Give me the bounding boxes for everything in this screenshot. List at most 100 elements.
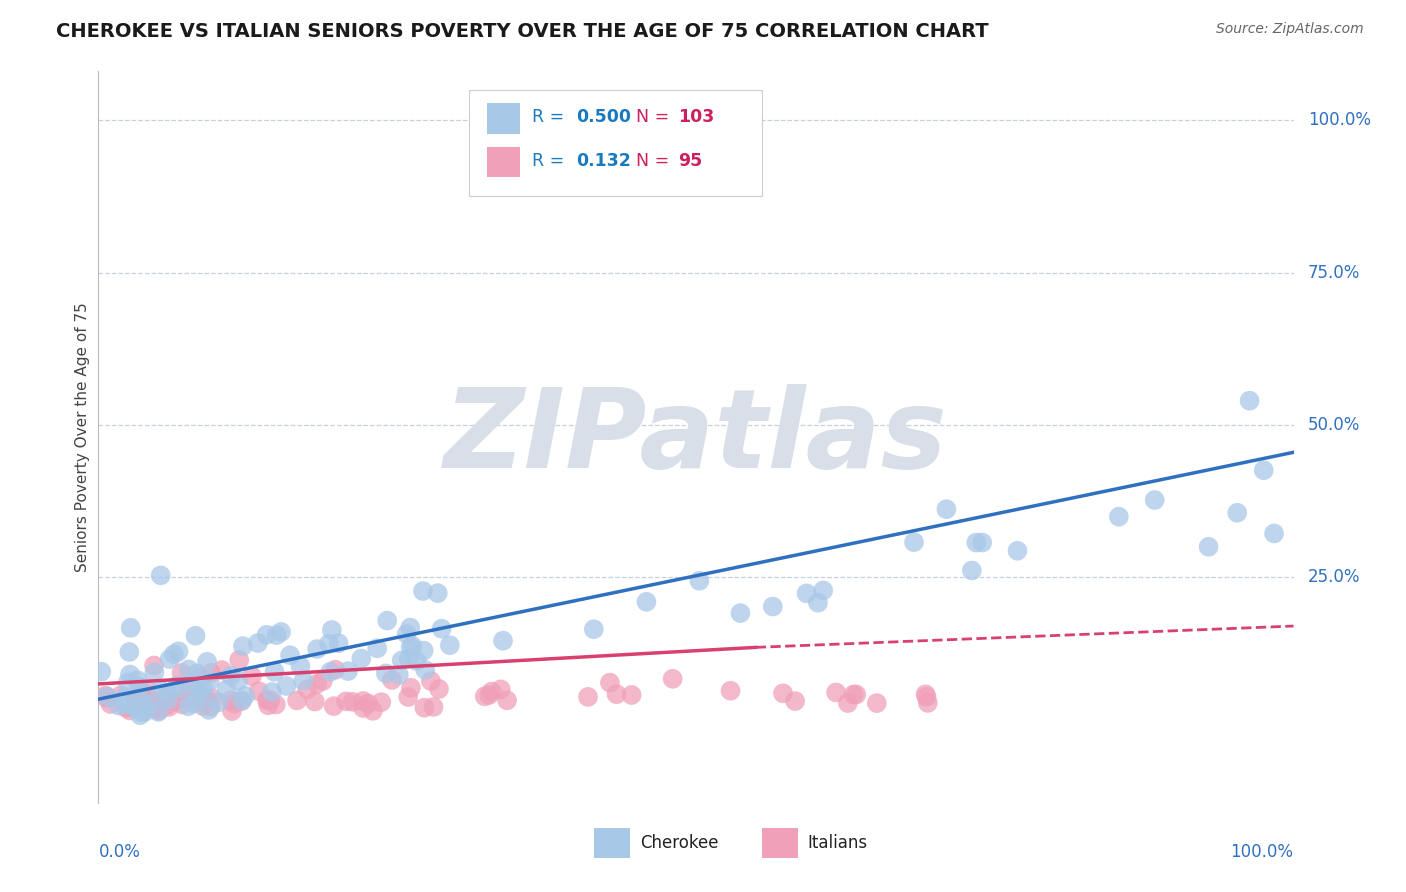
- Point: [198, 703, 221, 717]
- Point: [278, 648, 301, 663]
- FancyBboxPatch shape: [470, 90, 762, 195]
- Point: [114, 698, 136, 712]
- Point: [292, 673, 315, 688]
- Point: [903, 535, 925, 549]
- Point: [270, 624, 292, 639]
- Point: [256, 693, 278, 707]
- Point: [312, 673, 335, 688]
- Point: [131, 694, 153, 708]
- Point: [1108, 509, 1130, 524]
- Point: [474, 690, 496, 704]
- Point: [136, 697, 159, 711]
- Point: [200, 665, 222, 680]
- Point: [1143, 493, 1166, 508]
- Point: [197, 694, 219, 708]
- Point: [917, 696, 939, 710]
- Point: [100, 697, 122, 711]
- Point: [307, 677, 329, 691]
- Point: [117, 698, 139, 713]
- Point: [813, 583, 835, 598]
- Point: [183, 697, 205, 711]
- Point: [401, 639, 423, 653]
- Point: [128, 687, 150, 701]
- Text: 0.500: 0.500: [576, 108, 631, 126]
- Point: [661, 672, 683, 686]
- Point: [260, 685, 283, 699]
- Point: [177, 691, 200, 706]
- Point: [285, 693, 308, 707]
- Point: [374, 666, 396, 681]
- Point: [226, 673, 249, 688]
- Point: [399, 640, 422, 655]
- Point: [337, 664, 360, 678]
- Point: [1226, 506, 1249, 520]
- Text: N =: N =: [637, 152, 675, 169]
- Point: [184, 674, 207, 689]
- Point: [107, 698, 129, 713]
- Point: [149, 682, 172, 697]
- Point: [322, 699, 344, 714]
- Point: [357, 697, 380, 711]
- Point: [118, 703, 141, 717]
- Point: [837, 696, 859, 710]
- Point: [114, 695, 136, 709]
- Point: [381, 673, 404, 687]
- Point: [90, 665, 112, 679]
- Point: [186, 693, 208, 707]
- FancyBboxPatch shape: [762, 829, 797, 858]
- Point: [163, 647, 186, 661]
- Point: [297, 682, 319, 697]
- Point: [166, 678, 188, 692]
- Point: [807, 596, 830, 610]
- Point: [146, 703, 169, 717]
- Point: [395, 627, 418, 641]
- Point: [481, 684, 503, 698]
- Text: ZIPatlas: ZIPatlas: [444, 384, 948, 491]
- Point: [413, 700, 436, 714]
- Point: [208, 695, 231, 709]
- Point: [427, 681, 450, 696]
- Text: 0.0%: 0.0%: [98, 843, 141, 861]
- Point: [412, 643, 434, 657]
- Point: [215, 682, 238, 697]
- Point: [200, 699, 222, 714]
- Point: [170, 698, 193, 712]
- Point: [120, 700, 142, 714]
- Point: [1239, 393, 1261, 408]
- Point: [688, 574, 710, 588]
- Point: [439, 638, 461, 652]
- Point: [321, 623, 343, 637]
- Point: [179, 683, 201, 698]
- Text: 103: 103: [678, 108, 714, 126]
- Point: [148, 705, 170, 719]
- Point: [259, 693, 281, 707]
- Point: [143, 658, 166, 673]
- Point: [165, 693, 187, 707]
- Point: [129, 708, 152, 723]
- Text: R =: R =: [533, 108, 569, 126]
- Text: CHEROKEE VS ITALIAN SENIORS POVERTY OVER THE AGE OF 75 CORRELATION CHART: CHEROKEE VS ITALIAN SENIORS POVERTY OVER…: [56, 22, 988, 41]
- Point: [190, 687, 212, 701]
- Point: [156, 693, 179, 707]
- Point: [110, 689, 132, 703]
- Point: [186, 685, 208, 699]
- Point: [156, 689, 179, 703]
- Point: [219, 693, 242, 707]
- Point: [419, 673, 441, 688]
- Point: [422, 700, 444, 714]
- Point: [231, 694, 253, 708]
- Point: [842, 688, 865, 702]
- Point: [221, 704, 243, 718]
- Point: [1198, 540, 1220, 554]
- Point: [318, 637, 340, 651]
- Point: [263, 665, 285, 679]
- Point: [960, 564, 983, 578]
- Point: [342, 695, 364, 709]
- Point: [131, 706, 153, 720]
- Point: [335, 694, 357, 708]
- Point: [478, 688, 501, 702]
- Point: [96, 690, 118, 704]
- Point: [170, 665, 193, 680]
- Point: [399, 681, 422, 695]
- Text: 75.0%: 75.0%: [1308, 263, 1360, 282]
